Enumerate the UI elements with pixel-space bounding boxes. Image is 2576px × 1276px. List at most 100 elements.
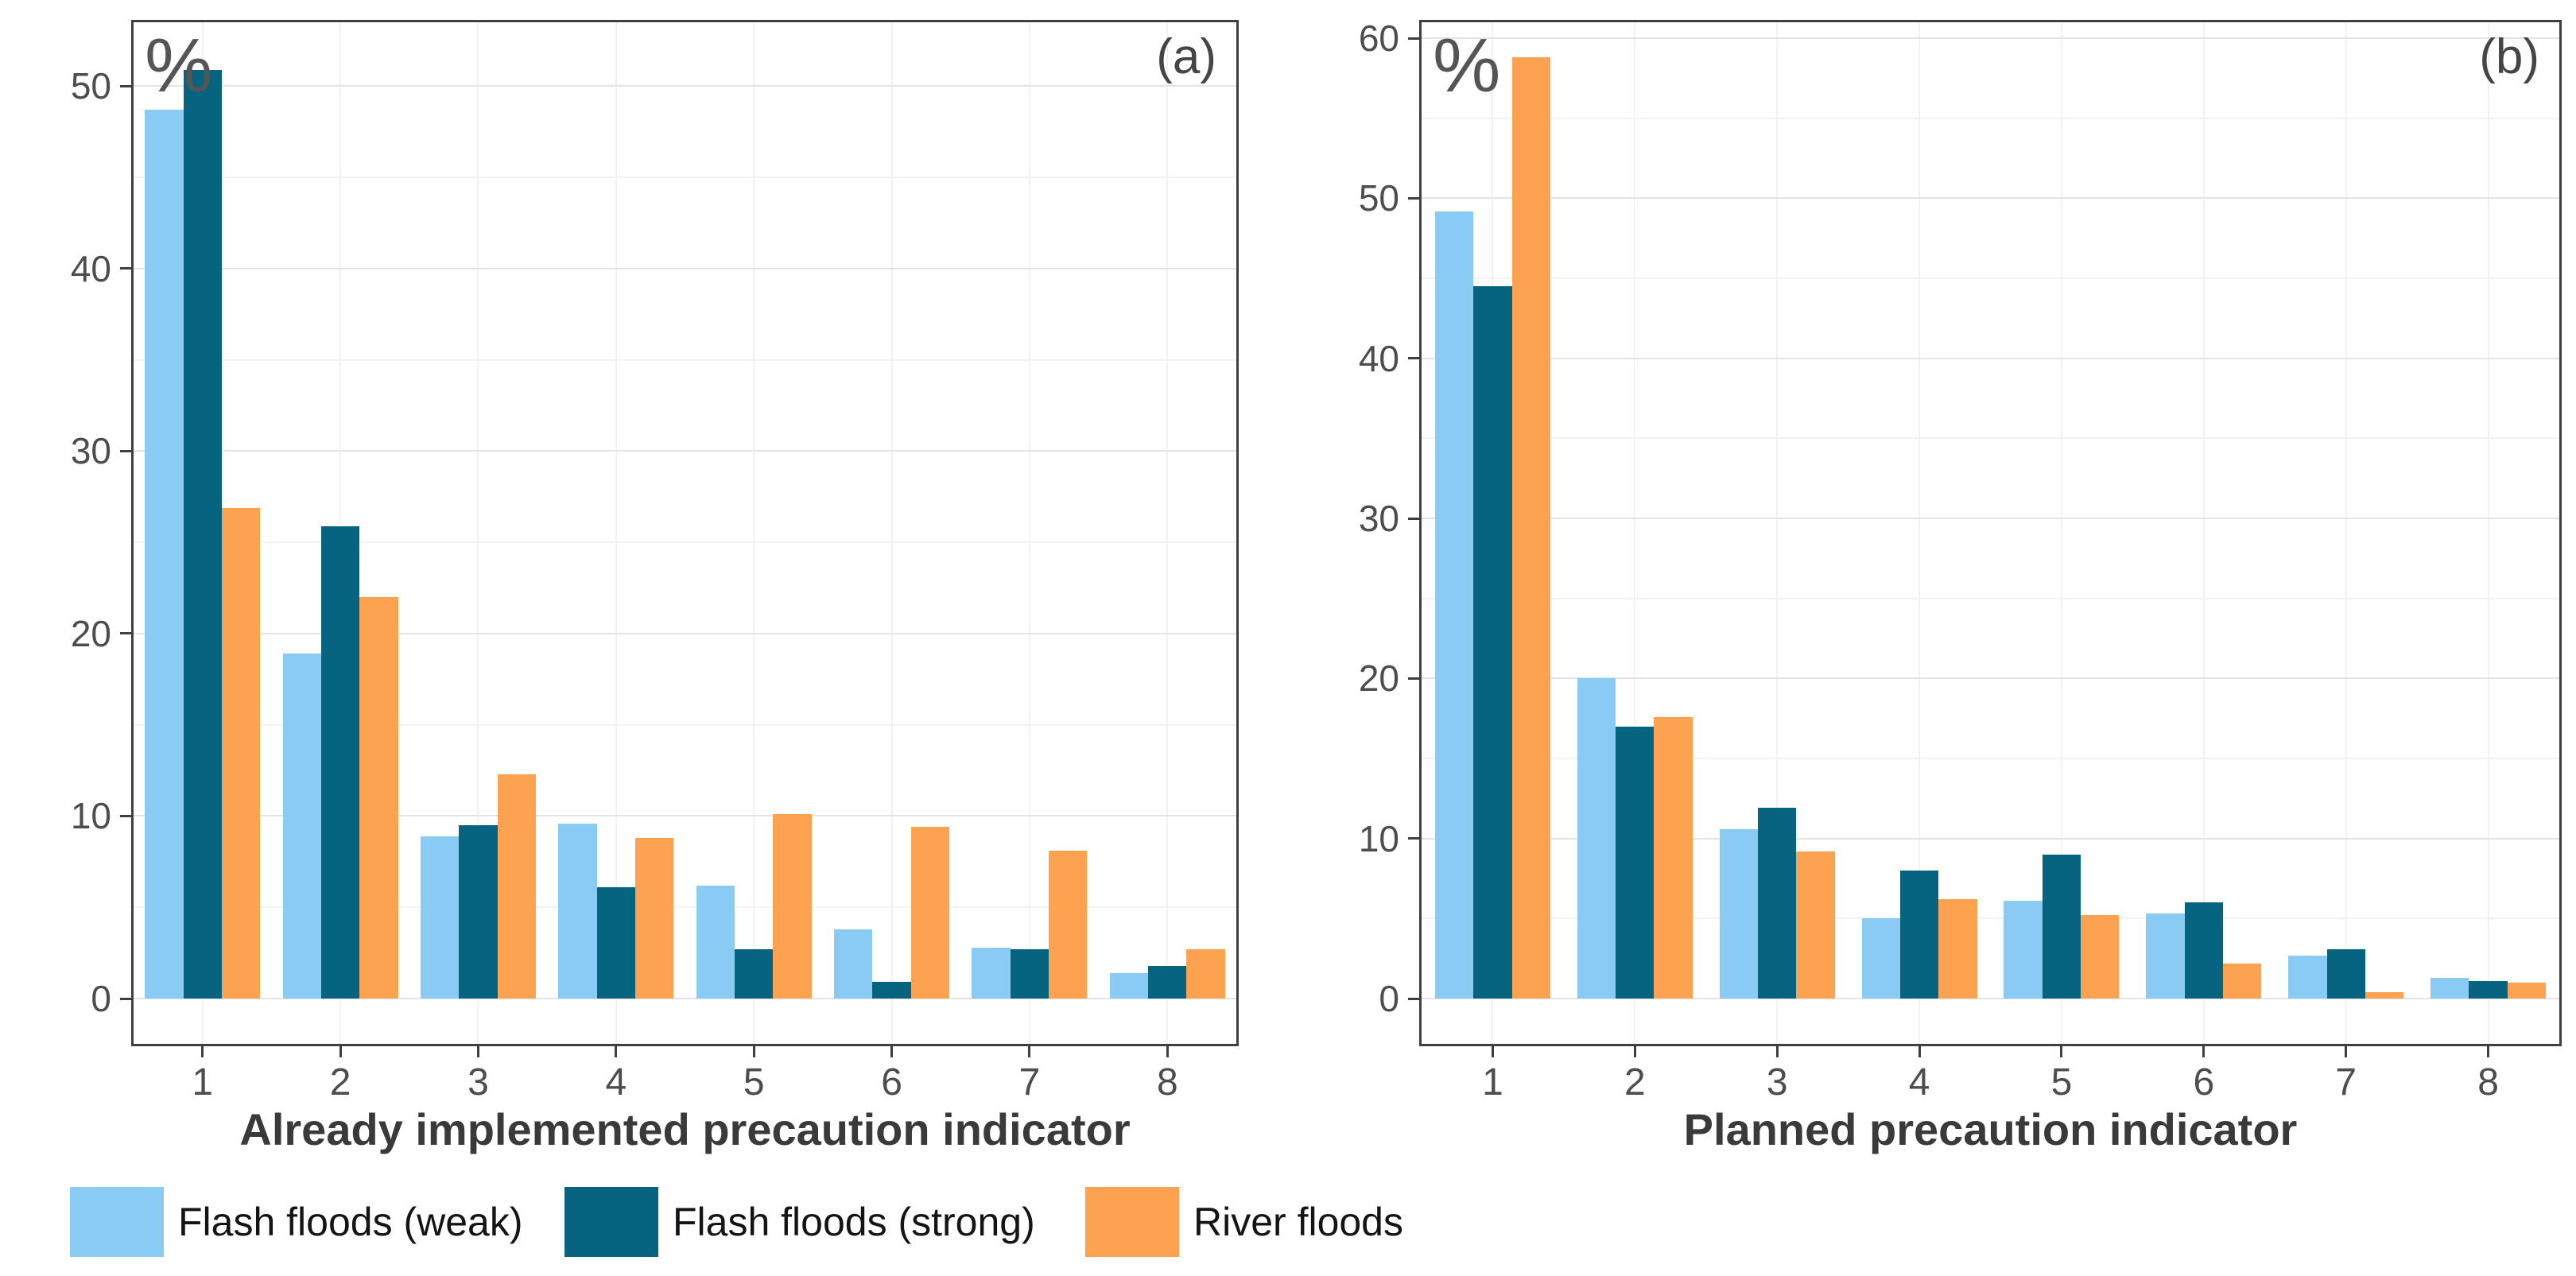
legend-item: River floods bbox=[1085, 1187, 1403, 1257]
gridline-major bbox=[134, 815, 1236, 817]
x-axis-title-b: Planned precaution indicator bbox=[1683, 1104, 2298, 1154]
gridline-major bbox=[1422, 197, 2559, 200]
y-axis-tick-label: 60 bbox=[1358, 17, 1399, 60]
legend-label: Flash floods (strong) bbox=[673, 1200, 1035, 1244]
gridline-vertical bbox=[477, 22, 479, 1044]
legend-item: Flash floods (weak) bbox=[70, 1187, 523, 1257]
bar-river_floods-cat8 bbox=[2507, 982, 2546, 999]
bar-flash_floods_weak-cat8 bbox=[2431, 977, 2469, 999]
y-axis-tick bbox=[1408, 357, 1419, 360]
gridline-major bbox=[134, 632, 1236, 634]
gridline-minor bbox=[134, 359, 1236, 361]
bar-river_floods-cat2 bbox=[359, 597, 398, 999]
gridline-major bbox=[134, 267, 1236, 270]
bar-river_floods-cat3 bbox=[497, 774, 536, 999]
bar-flash_floods_strong-cat3 bbox=[1758, 808, 1797, 999]
y-axis-tick bbox=[1408, 517, 1419, 520]
bar-flash_floods_weak-cat3 bbox=[420, 836, 460, 999]
x-axis-tick-label: 1 bbox=[1482, 1061, 1503, 1103]
gridline-vertical bbox=[890, 22, 893, 1044]
x-axis-tick bbox=[201, 1046, 204, 1057]
bar-flash_floods_strong-cat3 bbox=[459, 824, 498, 999]
y-axis-tick bbox=[1408, 997, 1419, 1000]
gridline-vertical bbox=[1776, 22, 1779, 1044]
legend-swatch-flash-floods-weak bbox=[70, 1187, 164, 1257]
y-axis-tick-label: 0 bbox=[91, 978, 111, 1019]
x-axis-tick-label: 8 bbox=[1156, 1061, 1178, 1103]
bar-river_floods-cat4 bbox=[1938, 899, 1977, 999]
plot-area-a bbox=[131, 20, 1239, 1046]
gridline-major bbox=[134, 85, 1236, 87]
gridline-vertical bbox=[1634, 22, 1636, 1044]
panel-tag-a: (a) bbox=[1156, 29, 1216, 84]
x-axis-tick-label: 6 bbox=[2193, 1061, 2215, 1103]
x-axis-tick bbox=[2487, 1046, 2490, 1057]
bar-flash_floods_strong-cat8 bbox=[1148, 965, 1187, 999]
gridline-major bbox=[134, 998, 1236, 999]
bar-flash_floods_weak-cat1 bbox=[1434, 211, 1474, 999]
bar-flash_floods_weak-cat8 bbox=[1109, 972, 1149, 999]
gridline-major bbox=[1422, 518, 2559, 520]
y-axis-tick bbox=[120, 449, 131, 452]
x-axis-tick bbox=[1166, 1046, 1169, 1057]
bar-river_floods-cat5 bbox=[773, 814, 812, 999]
y-axis-tick-label: 0 bbox=[1379, 978, 1399, 1019]
x-axis-tick-label: 4 bbox=[1908, 1061, 1930, 1103]
gridline-minor bbox=[1422, 758, 2559, 760]
bar-flash_floods_weak-cat2 bbox=[1577, 678, 1616, 999]
gridline-minor bbox=[134, 723, 1236, 726]
x-axis-tick-label: 7 bbox=[1018, 1061, 1041, 1103]
y-axis-tick bbox=[120, 632, 131, 635]
gridline-major bbox=[134, 450, 1236, 452]
bar-river_floods-cat6 bbox=[910, 827, 949, 999]
bar-flash_floods_strong-cat2 bbox=[1616, 726, 1655, 999]
x-axis-tick bbox=[1633, 1046, 1636, 1057]
bar-river_floods-cat7 bbox=[2365, 991, 2404, 999]
x-axis-tick bbox=[2202, 1046, 2206, 1057]
bar-flash_floods_strong-cat1 bbox=[1473, 286, 1512, 999]
y-axis-tick bbox=[1408, 677, 1419, 680]
y-axis-tick bbox=[120, 267, 131, 270]
plot-area-b bbox=[1419, 20, 2562, 1046]
bar-flash_floods_weak-cat4 bbox=[558, 823, 597, 999]
gridline-vertical bbox=[1166, 22, 1169, 1044]
bar-flash_floods_strong-cat5 bbox=[735, 949, 774, 999]
bar-flash_floods_weak-cat1 bbox=[145, 110, 184, 999]
gridline-minor bbox=[1422, 597, 2559, 599]
gridline-vertical bbox=[1028, 22, 1030, 1044]
x-axis-tick bbox=[1775, 1046, 1779, 1057]
bar-flash_floods_strong-cat5 bbox=[2042, 854, 2081, 999]
x-axis-tick-label: 7 bbox=[2335, 1061, 2357, 1103]
bar-flash_floods_strong-cat2 bbox=[320, 526, 360, 999]
legend-swatch-flash-floods-strong bbox=[564, 1187, 658, 1257]
x-axis-tick-label: 5 bbox=[2050, 1061, 2073, 1103]
y-axis-tick-label: 40 bbox=[1358, 337, 1399, 379]
x-axis-tick bbox=[339, 1046, 342, 1057]
y-axis-tick bbox=[1408, 37, 1419, 40]
x-axis-tick bbox=[1918, 1046, 1921, 1057]
x-axis-tick bbox=[2060, 1046, 2063, 1057]
bar-flash_floods_strong-cat6 bbox=[872, 982, 911, 999]
x-axis-tick-label: 1 bbox=[192, 1061, 214, 1103]
gridline-minor bbox=[1422, 277, 2559, 280]
bar-flash_floods_strong-cat8 bbox=[2469, 980, 2508, 999]
bar-flash_floods_weak-cat3 bbox=[1719, 828, 1759, 999]
bar-flash_floods_strong-cat7 bbox=[1010, 949, 1049, 999]
bar-flash_floods_strong-cat1 bbox=[183, 69, 222, 999]
x-axis-tick bbox=[890, 1046, 894, 1057]
panel-tag-b: (b) bbox=[2479, 29, 2539, 84]
gridline-major bbox=[1422, 998, 2559, 999]
bar-river_floods-cat4 bbox=[634, 838, 674, 999]
y-axis-tick-label: 30 bbox=[1358, 498, 1399, 540]
gridline-vertical bbox=[615, 22, 617, 1044]
panel-a: % (a) Already implemented precaution ind… bbox=[71, 20, 1239, 1154]
x-axis-tick bbox=[476, 1046, 479, 1057]
bar-flash_floods_strong-cat7 bbox=[2326, 948, 2365, 999]
bar-flash_floods_weak-cat7 bbox=[2288, 955, 2327, 999]
y-axis-unit-label: % bbox=[145, 23, 213, 108]
bar-flash_floods_weak-cat6 bbox=[834, 929, 873, 999]
gridline-vertical bbox=[1918, 22, 1921, 1044]
x-axis-tick bbox=[752, 1046, 755, 1057]
y-axis-tick bbox=[1408, 196, 1419, 200]
x-axis-tick bbox=[2345, 1046, 2348, 1057]
